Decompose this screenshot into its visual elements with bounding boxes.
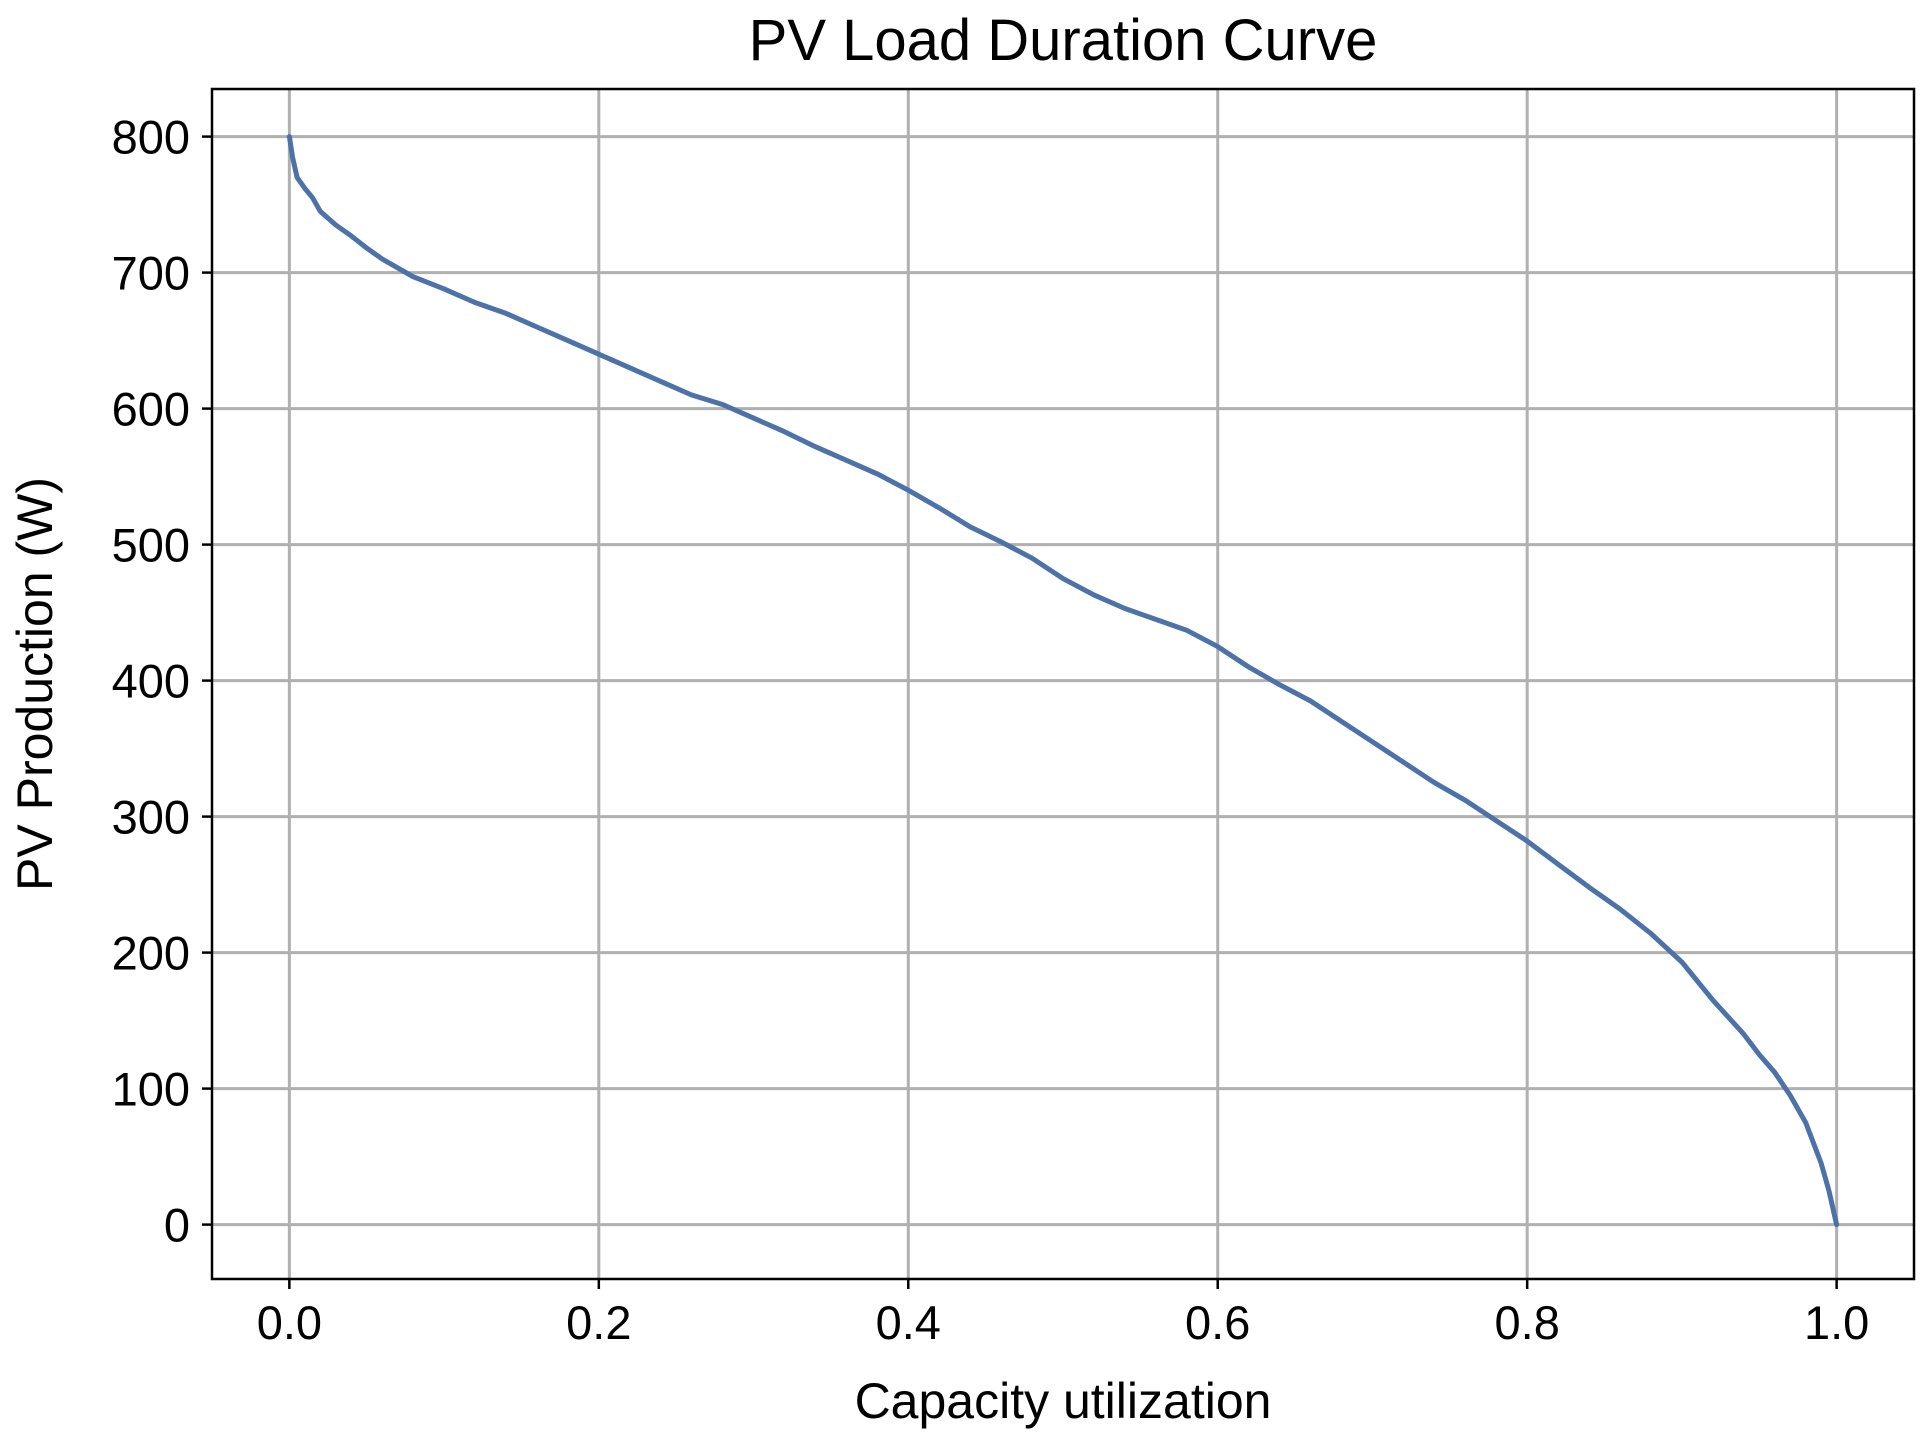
chart-title: PV Load Duration Curve xyxy=(749,8,1378,73)
plot-frame xyxy=(210,87,1916,1281)
y-tick-label: 0 xyxy=(164,1199,190,1252)
grid-lines xyxy=(212,89,1914,1279)
y-tick-label: 700 xyxy=(112,247,190,300)
y-tick-label: 300 xyxy=(112,791,190,844)
x-tick-label: 0.4 xyxy=(876,1296,941,1349)
axis-ticks: 0.0 0.2 0.4 0.6 0.8 1.0 0 100 200 300 400 500 600 700… xyxy=(112,111,1870,1349)
y-tick-label: 800 xyxy=(112,111,190,164)
x-tick-label: 0.8 xyxy=(1495,1296,1560,1349)
plot-area xyxy=(212,89,1914,1279)
y-tick-label: 100 xyxy=(112,1063,190,1116)
y-axis-label: PV Production (W) xyxy=(7,477,63,891)
x-tick-label: 1.0 xyxy=(1804,1296,1869,1349)
x-tick-label: 0.2 xyxy=(566,1296,631,1349)
x-tick-label: 0.6 xyxy=(1185,1296,1250,1349)
x-tick-label: 0.0 xyxy=(257,1296,322,1349)
y-tick-label: 200 xyxy=(112,927,190,980)
y-tick-label: 500 xyxy=(112,519,190,572)
pv-production-line xyxy=(286,134,1840,1228)
y-tick-label: 400 xyxy=(112,655,190,708)
y-tick-label: 600 xyxy=(112,383,190,436)
x-axis-label: Capacity utilization xyxy=(855,1373,1272,1429)
